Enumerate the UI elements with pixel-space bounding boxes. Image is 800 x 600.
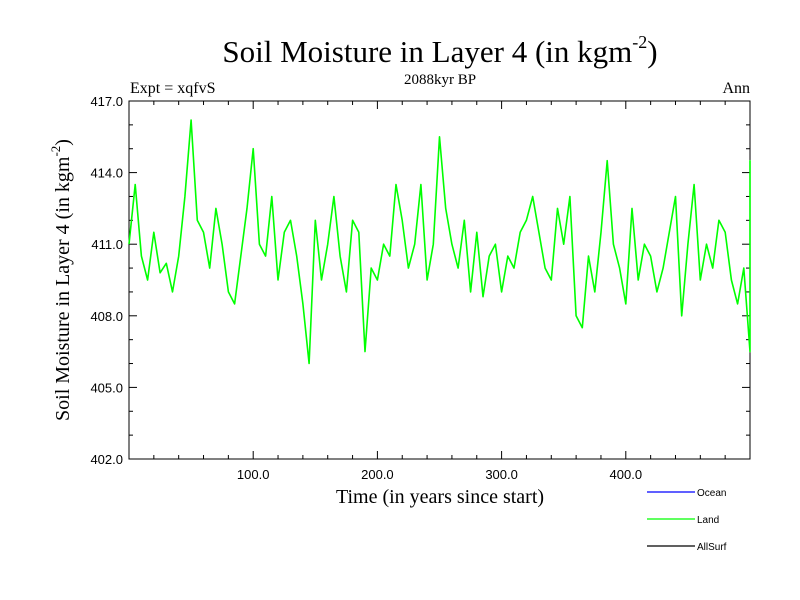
- y-tick-label: 414.0: [90, 166, 123, 181]
- x-tick-label: 200.0: [361, 467, 394, 482]
- legend-label-ocean: Ocean: [697, 488, 726, 499]
- x-tick-label: 300.0: [485, 467, 518, 482]
- experiment-label: Expt = xqfvS: [130, 80, 215, 97]
- y-tick-label: 411.0: [91, 237, 123, 252]
- x-axis: 100.0 200.0 300.0 400.0: [153, 101, 726, 482]
- series-line-land: [128, 119, 751, 365]
- x-tick-label: 400.0: [610, 467, 643, 482]
- series-layer: [128, 119, 751, 365]
- chart-title: Soil Moisture in Layer 4 (in kgm-2): [222, 32, 657, 69]
- x-axis-label: Time (in years since start): [336, 486, 544, 508]
- legend-label-allsurf: AllSurf: [697, 542, 727, 553]
- y-tick-label: 402.0: [90, 452, 123, 467]
- y-axis: 402.0 405.0 408.0 411.0 414.0 417.0: [90, 94, 750, 467]
- season-label: Ann: [722, 80, 750, 97]
- legend-label-land: Land: [697, 515, 719, 526]
- y-tick-label: 405.0: [90, 380, 123, 395]
- y-tick-label: 408.0: [90, 309, 123, 324]
- x-tick-label: 100.0: [237, 467, 270, 482]
- legend: Ocean Land AllSurf: [647, 488, 727, 553]
- y-axis-label: Soil Moisture in Layer 4 (in kgm-2): [48, 139, 74, 421]
- y-tick-label: 417.0: [90, 94, 123, 109]
- plot-frame: [128, 100, 751, 460]
- chart-subtitle: 2088kyr BP: [404, 72, 476, 88]
